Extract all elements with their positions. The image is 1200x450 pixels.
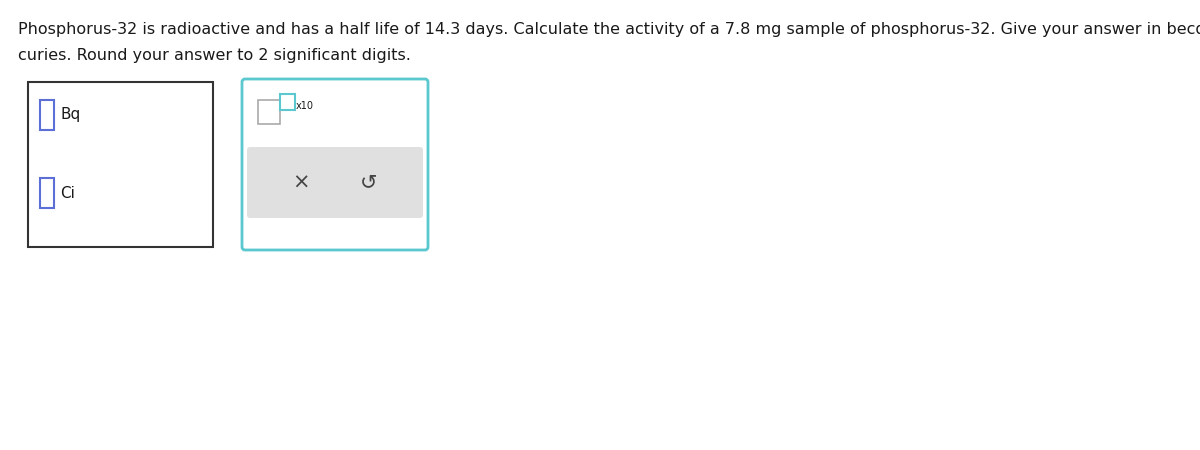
Text: Bq: Bq	[60, 108, 80, 122]
FancyBboxPatch shape	[28, 82, 214, 247]
FancyBboxPatch shape	[40, 178, 54, 208]
FancyBboxPatch shape	[280, 94, 295, 110]
FancyBboxPatch shape	[247, 147, 424, 218]
Text: Phosphorus-32 is radioactive and has a half life of 14.3 days. Calculate the act: Phosphorus-32 is radioactive and has a h…	[18, 22, 1200, 37]
Text: ↺: ↺	[360, 172, 378, 193]
FancyBboxPatch shape	[40, 100, 54, 130]
Text: Ci: Ci	[60, 185, 74, 201]
Text: ×: ×	[293, 172, 310, 193]
Text: x10: x10	[296, 101, 314, 111]
FancyBboxPatch shape	[242, 79, 428, 250]
Text: curies. Round your answer to 2 significant digits.: curies. Round your answer to 2 significa…	[18, 48, 410, 63]
FancyBboxPatch shape	[258, 100, 280, 124]
